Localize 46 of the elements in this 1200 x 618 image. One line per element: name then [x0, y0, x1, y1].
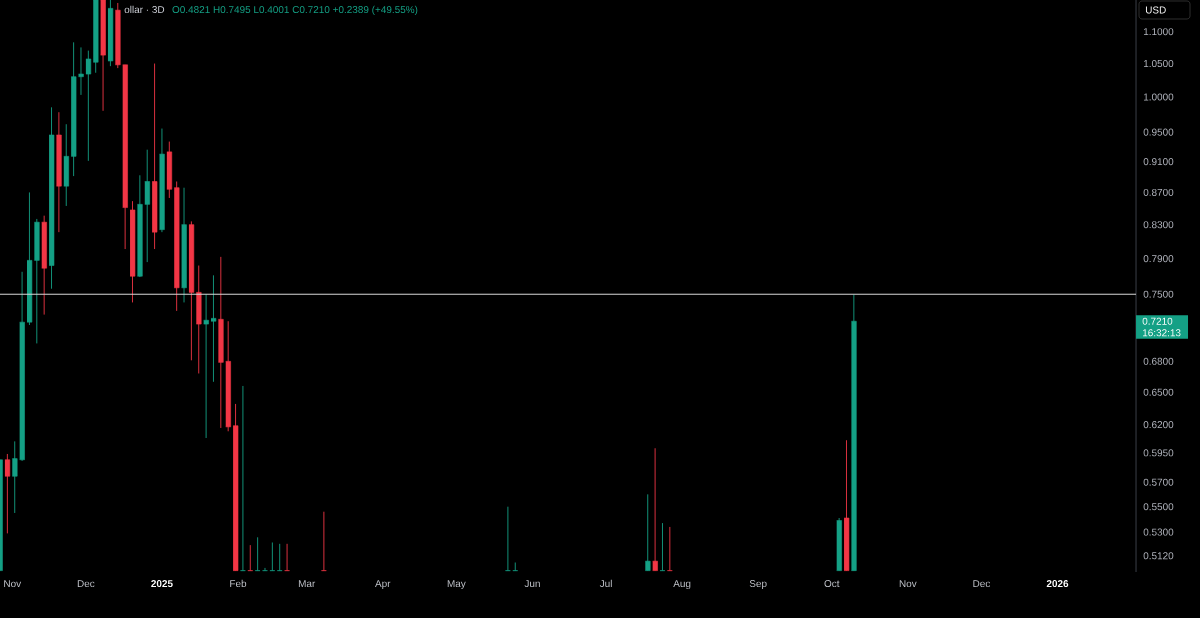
- y-tick-label: 0.7500: [1143, 290, 1174, 298]
- text: 16:32:13: [1142, 329, 1181, 337]
- x-tick-label: 2025: [151, 580, 173, 588]
- x-tick-label: Oct: [824, 580, 840, 588]
- candlestick: [652, 447, 658, 572]
- chart-title: ollar · 3D: [124, 5, 165, 14]
- x-tick-label: Jun: [524, 580, 540, 588]
- candlestick: [144, 149, 150, 263]
- y-tick-label: 0.5700: [1143, 478, 1174, 486]
- text: O0.4821 H0.7495 L0.4001 C0.7210 +0.2389 (+49.55%): [172, 5, 418, 16]
- candlestick: [203, 293, 209, 439]
- y-tick-label: 0.6200: [1143, 421, 1174, 429]
- x-tick-label: Nov: [4, 580, 22, 588]
- x-tick-label: Apr: [375, 580, 391, 590]
- x-tick-label: Nov: [899, 580, 917, 588]
- y-tick-label: 0.6800: [1143, 357, 1174, 365]
- y-tick-label: 0.5300: [1143, 528, 1174, 536]
- y-tick-label: 0.8700: [1143, 188, 1174, 196]
- y-tick-label: 0.8300: [1143, 221, 1174, 229]
- y-tick-label: 0.6500: [1143, 388, 1174, 396]
- x-tick-label: Dec: [973, 580, 991, 588]
- candlestick: [645, 493, 651, 572]
- y-tick-label: 0.7900: [1143, 255, 1174, 263]
- x-tick-label: 2026: [1046, 580, 1069, 588]
- candlestick: [78, 46, 84, 96]
- candlestick: [11, 440, 18, 514]
- y-tick-label: 0.5120: [1143, 552, 1174, 560]
- candlestick: [85, 50, 92, 162]
- x-tick-label: Jul: [599, 579, 612, 588]
- x-tick-label: Sep: [749, 580, 767, 590]
- y-tick-label: 1.0500: [1143, 60, 1174, 68]
- candlestick: [210, 274, 217, 383]
- y-tick-label: 0.5500: [1143, 503, 1174, 511]
- y-axis-title: USD: [1145, 6, 1166, 14]
- x-tick-label: Feb: [230, 579, 247, 588]
- y-tick-label: 1.1000: [1143, 28, 1174, 36]
- x-tick-label: Aug: [673, 580, 691, 590]
- candlestick: [4, 453, 11, 534]
- y-tick-label: 0.9500: [1143, 128, 1174, 136]
- y-tick-label: 1.0000: [1143, 93, 1174, 101]
- y-tick-label: 0.5950: [1143, 449, 1174, 457]
- x-tick-label: May: [447, 580, 466, 590]
- x-tick-label: Mar: [298, 580, 316, 588]
- y-tick-label: 0.9100: [1143, 158, 1174, 166]
- text: 0.7210: [1142, 317, 1173, 325]
- x-tick-label: Dec: [77, 580, 95, 588]
